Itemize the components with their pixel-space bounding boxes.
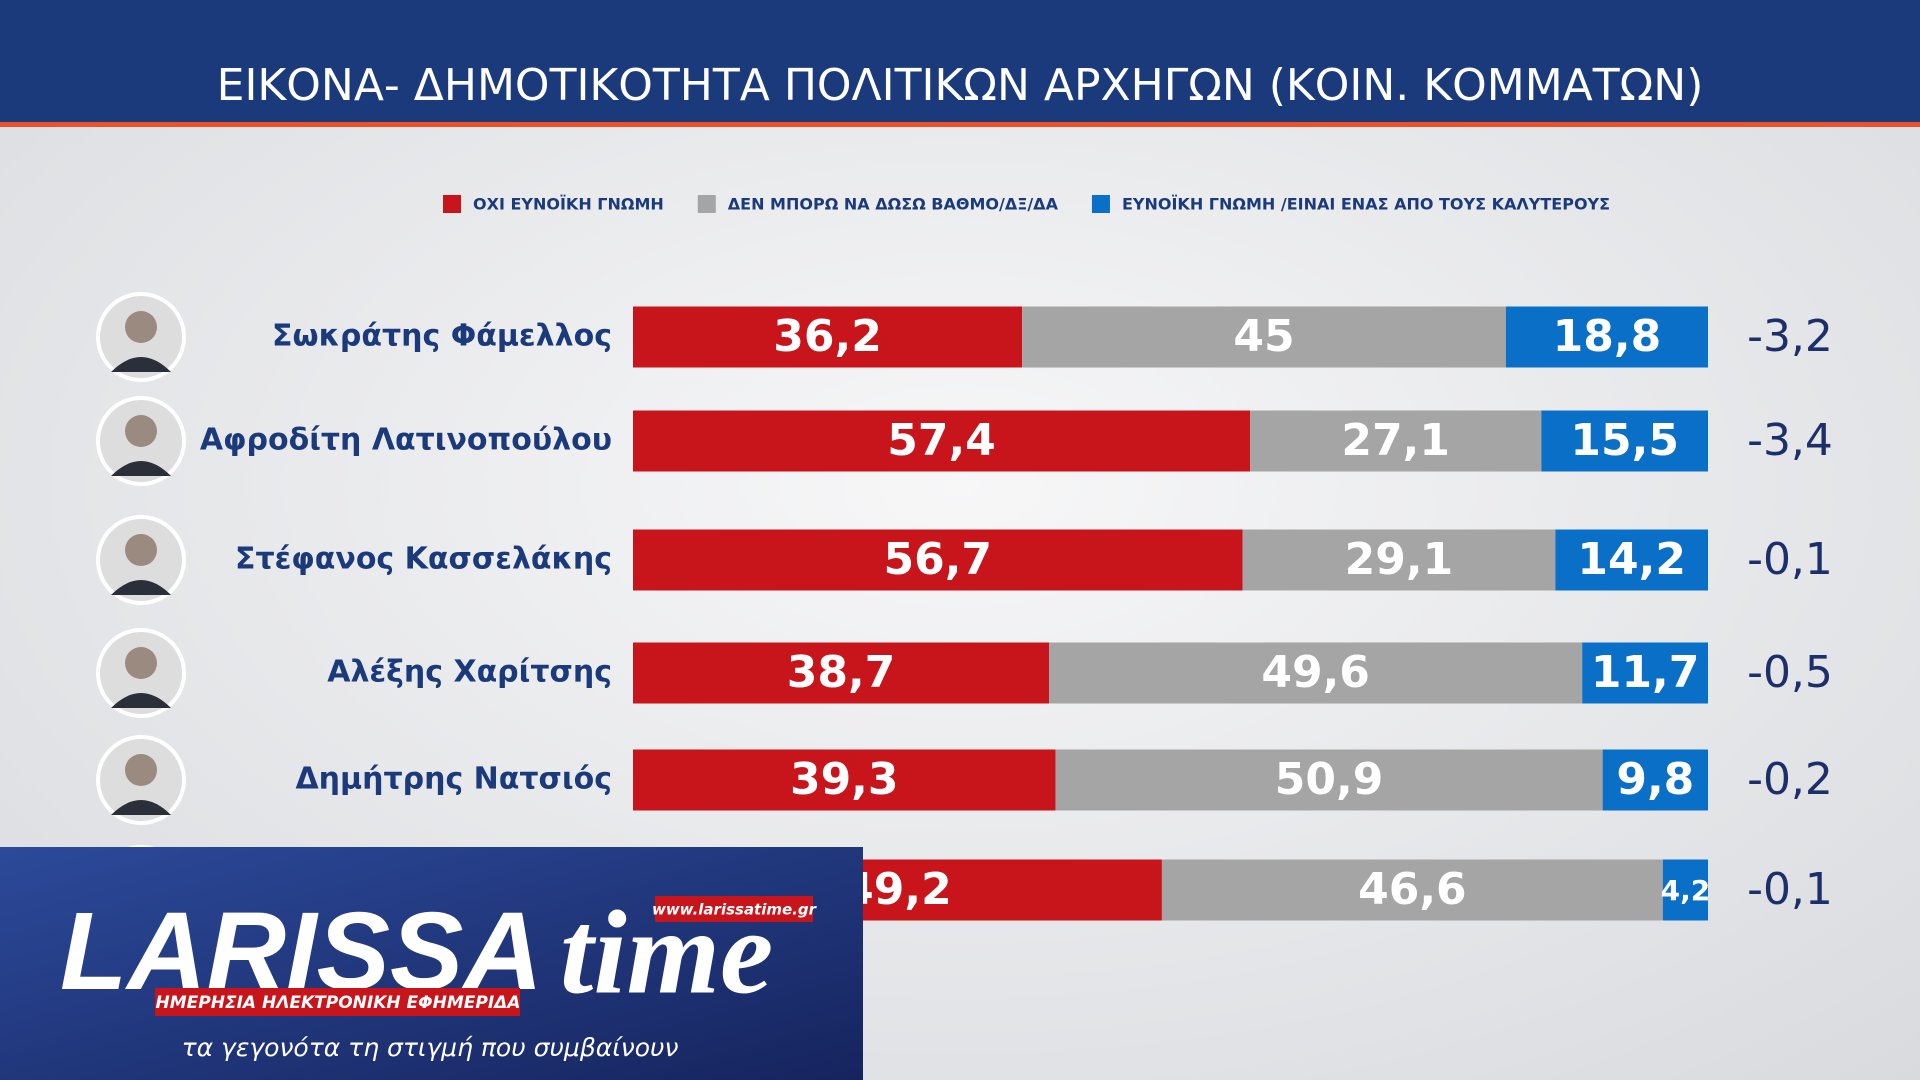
legend-swatch xyxy=(443,195,461,213)
value-label: 45 xyxy=(1233,311,1294,362)
value-label: 49,6 xyxy=(1261,647,1370,698)
bar-segment xyxy=(1242,529,1556,591)
value-label: 57,4 xyxy=(887,415,996,466)
value-label: 4,2 xyxy=(1661,874,1711,907)
bar-segment xyxy=(633,749,1056,811)
tagline-box xyxy=(155,988,520,1016)
value-label: 15,5 xyxy=(1570,415,1679,466)
bar-segment xyxy=(1541,410,1708,472)
value-label: 46,6 xyxy=(1358,864,1467,915)
url-box xyxy=(655,896,813,922)
legend-label: ΔΕΝ ΜΠΟΡΩ ΝΑ ΔΩΣΩ ΒΑΘΜΟ/ΔΞ/ΔΑ xyxy=(728,195,1059,214)
category-label: Αλέξης Χαρίτσης xyxy=(327,655,612,690)
portrait-body xyxy=(111,580,171,595)
portrait-body xyxy=(111,800,171,815)
bar-segment xyxy=(1555,529,1708,591)
change-label: -0,2 xyxy=(1747,754,1833,805)
value-label: 50,9 xyxy=(1275,754,1384,805)
category-label: Δημήτρης Νατσιός xyxy=(295,762,612,797)
legend-label: ΟΧΙ ΕΥΝΟΪΚΗ ΓΝΩΜΗ xyxy=(473,195,664,214)
legend-swatch xyxy=(697,195,716,213)
value-label: 11,7 xyxy=(1591,647,1700,698)
bar-segment xyxy=(633,410,1251,472)
header-bar xyxy=(0,0,1920,122)
portrait-head xyxy=(125,647,157,679)
portrait-head xyxy=(125,534,157,566)
category-label: Αφροδίτη Λατινοπούλου xyxy=(200,423,612,458)
change-label: -3,4 xyxy=(1747,415,1833,466)
portrait-body xyxy=(111,357,171,372)
category-label: Στέφανος Κασσελάκης xyxy=(235,542,612,577)
portrait-head xyxy=(125,311,157,343)
portrait-head xyxy=(125,415,157,447)
slogan: τα γεγονότα τη στιγμή που συμβαίνουν xyxy=(182,1033,679,1062)
bar-segment xyxy=(1505,306,1708,368)
category-label: Σωκράτης Φάμελλος xyxy=(272,319,612,354)
bar-segment xyxy=(1049,642,1583,704)
header-accent xyxy=(0,122,1920,127)
value-label: 18,8 xyxy=(1553,311,1662,362)
bar-segment xyxy=(633,529,1243,591)
bar-segment xyxy=(1250,410,1542,472)
value-label: 39,3 xyxy=(790,754,899,805)
portrait-head xyxy=(125,754,157,786)
change-label: -0,1 xyxy=(1747,864,1833,915)
change-label: -0,1 xyxy=(1747,534,1833,585)
bar-segment xyxy=(1022,306,1506,368)
watermark: LARISSA time www.larissatime.gr ΗΜΕΡΗΣΙΑ… xyxy=(0,847,863,1080)
bar-segment xyxy=(1662,859,1708,921)
value-label: 36,2 xyxy=(773,311,882,362)
bar-segment xyxy=(633,306,1023,368)
bar-segment xyxy=(633,642,1050,704)
bar-segment xyxy=(1055,749,1603,811)
tagline: ΗΜΕΡΗΣΙΑ ΗΛΕΚΤΡΟΝΙΚΗ ΕΦΗΜΕΡΙΔΑ xyxy=(156,993,521,1013)
change-label: -3,2 xyxy=(1747,311,1833,362)
chart-title: ΕΙΚΟΝΑ- ΔΗΜΟΤΙΚΟΤΗΤΑ ΠΟΛΙΤΙΚΩΝ ΑΡΧΗΓΩΝ (… xyxy=(217,60,1704,111)
bar-segment xyxy=(1602,749,1708,811)
logo-box xyxy=(0,847,863,1080)
bar-segment xyxy=(1161,859,1663,921)
value-label: 56,7 xyxy=(883,534,992,585)
url: www.larissatime.gr xyxy=(652,901,818,919)
change-label: -0,5 xyxy=(1747,647,1833,698)
portrait-body xyxy=(111,693,171,708)
value-label: 27,1 xyxy=(1341,415,1450,466)
legend-swatch xyxy=(1091,195,1110,213)
value-label: 9,8 xyxy=(1616,754,1694,805)
value-label: 14,2 xyxy=(1577,534,1686,585)
bar-segment xyxy=(1582,642,1708,704)
legend-label: ΕΥΝΟΪΚΗ ΓΝΩΜΗ /ΕΙΝΑΙ ΕΝΑΣ ΑΠΟ ΤΟΥΣ ΚΑΛΥΤ… xyxy=(1122,195,1610,214)
value-label: 38,7 xyxy=(787,647,896,698)
portrait-body xyxy=(111,461,171,476)
value-label: 29,1 xyxy=(1345,534,1454,585)
